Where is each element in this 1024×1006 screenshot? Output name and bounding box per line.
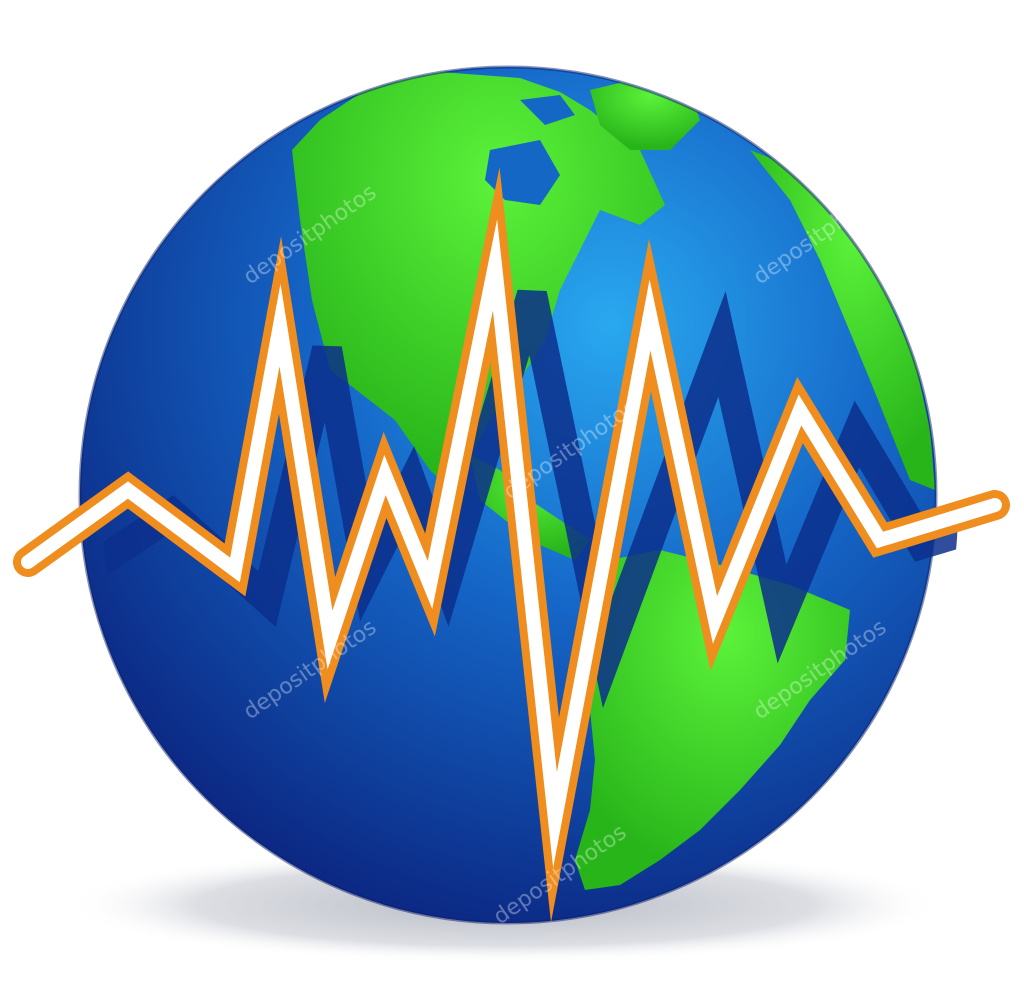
seismic-wave-core	[21, 219, 1002, 868]
arctic-islands	[520, 95, 575, 125]
europe-africa-shape	[750, 150, 935, 490]
hudson-bay	[485, 140, 560, 205]
globe-rim	[78, 65, 938, 925]
